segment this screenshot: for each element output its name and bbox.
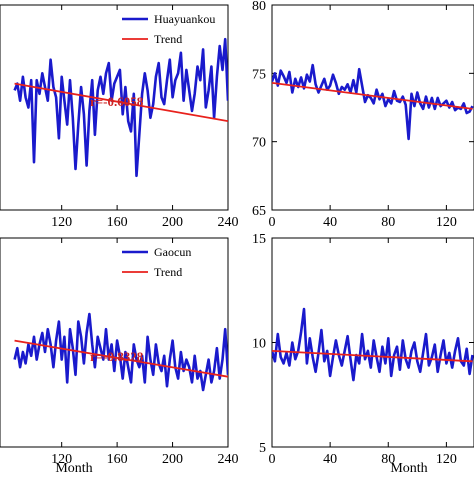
trend-line (14, 339, 228, 378)
axes-frame (0, 237, 229, 448)
y-tick-label: 70 (252, 136, 266, 151)
legend: Gaocun Trend (122, 245, 191, 279)
x-tick-label: 120 (51, 452, 72, 467)
legend-label: Huayuankou (154, 12, 215, 26)
x-tick-label: 40 (323, 215, 337, 230)
axes-frame (0, 4, 229, 211)
trend-line (272, 349, 473, 363)
series-line (13, 37, 228, 178)
x-tick-label: 40 (323, 452, 337, 467)
y-tick-label: 80 (252, 0, 266, 14)
plot-area (272, 307, 474, 382)
plot-area (13, 37, 228, 178)
trend-line (272, 82, 473, 110)
x-tick-label: 0 (269, 215, 276, 230)
y-tick-label: 15 (252, 232, 266, 247)
plot-area (13, 312, 228, 392)
y-tick-label: 65 (252, 204, 266, 219)
plot-area (272, 63, 474, 141)
x-axis-label: Month (55, 461, 92, 474)
correlation-annotation: r=-0.8328 (90, 349, 144, 364)
x-tick-label: 160 (107, 452, 128, 467)
legend-label: Gaocun (154, 245, 191, 259)
panel-1: 120 160 200 240 r=-0.6058 Huayuankou Trend (0, 4, 239, 230)
axes-frame (271, 4, 474, 211)
panel-4: 0 40 80 120 5 10 15 Month (252, 232, 474, 476)
panel-3: 120 160 200 240 Month r=-0.8328 Gaocun Trend (0, 237, 239, 476)
y-tick-label: 75 (252, 67, 266, 82)
legend-label: Trend (154, 265, 182, 279)
x-tick-label: 120 (436, 215, 457, 230)
legend: Huayuankou Trend (122, 12, 215, 46)
trend-line (14, 82, 228, 123)
x-tick-label: 200 (162, 215, 183, 230)
x-axis-label: Month (390, 461, 427, 474)
y-tick-label: 10 (252, 337, 266, 352)
x-tick-label: 80 (381, 215, 395, 230)
series-line (13, 312, 228, 392)
x-tick-label: 120 (51, 215, 72, 230)
x-tick-label: 240 (218, 452, 239, 467)
x-tick-label: 80 (381, 452, 395, 467)
y-tick-label: 5 (259, 441, 266, 456)
x-tick-label: 120 (436, 452, 457, 467)
x-tick-label: 160 (107, 215, 128, 230)
x-tick-label: 0 (269, 452, 276, 467)
legend-label: Trend (154, 32, 182, 46)
x-tick-label: 240 (218, 215, 239, 230)
series-line (272, 307, 474, 382)
x-tick-label: 200 (162, 452, 183, 467)
panel-2: 0 40 80 120 65 70 75 80 (252, 0, 474, 230)
correlation-annotation: r=-0.6058 (90, 94, 144, 109)
series-line (272, 63, 474, 141)
